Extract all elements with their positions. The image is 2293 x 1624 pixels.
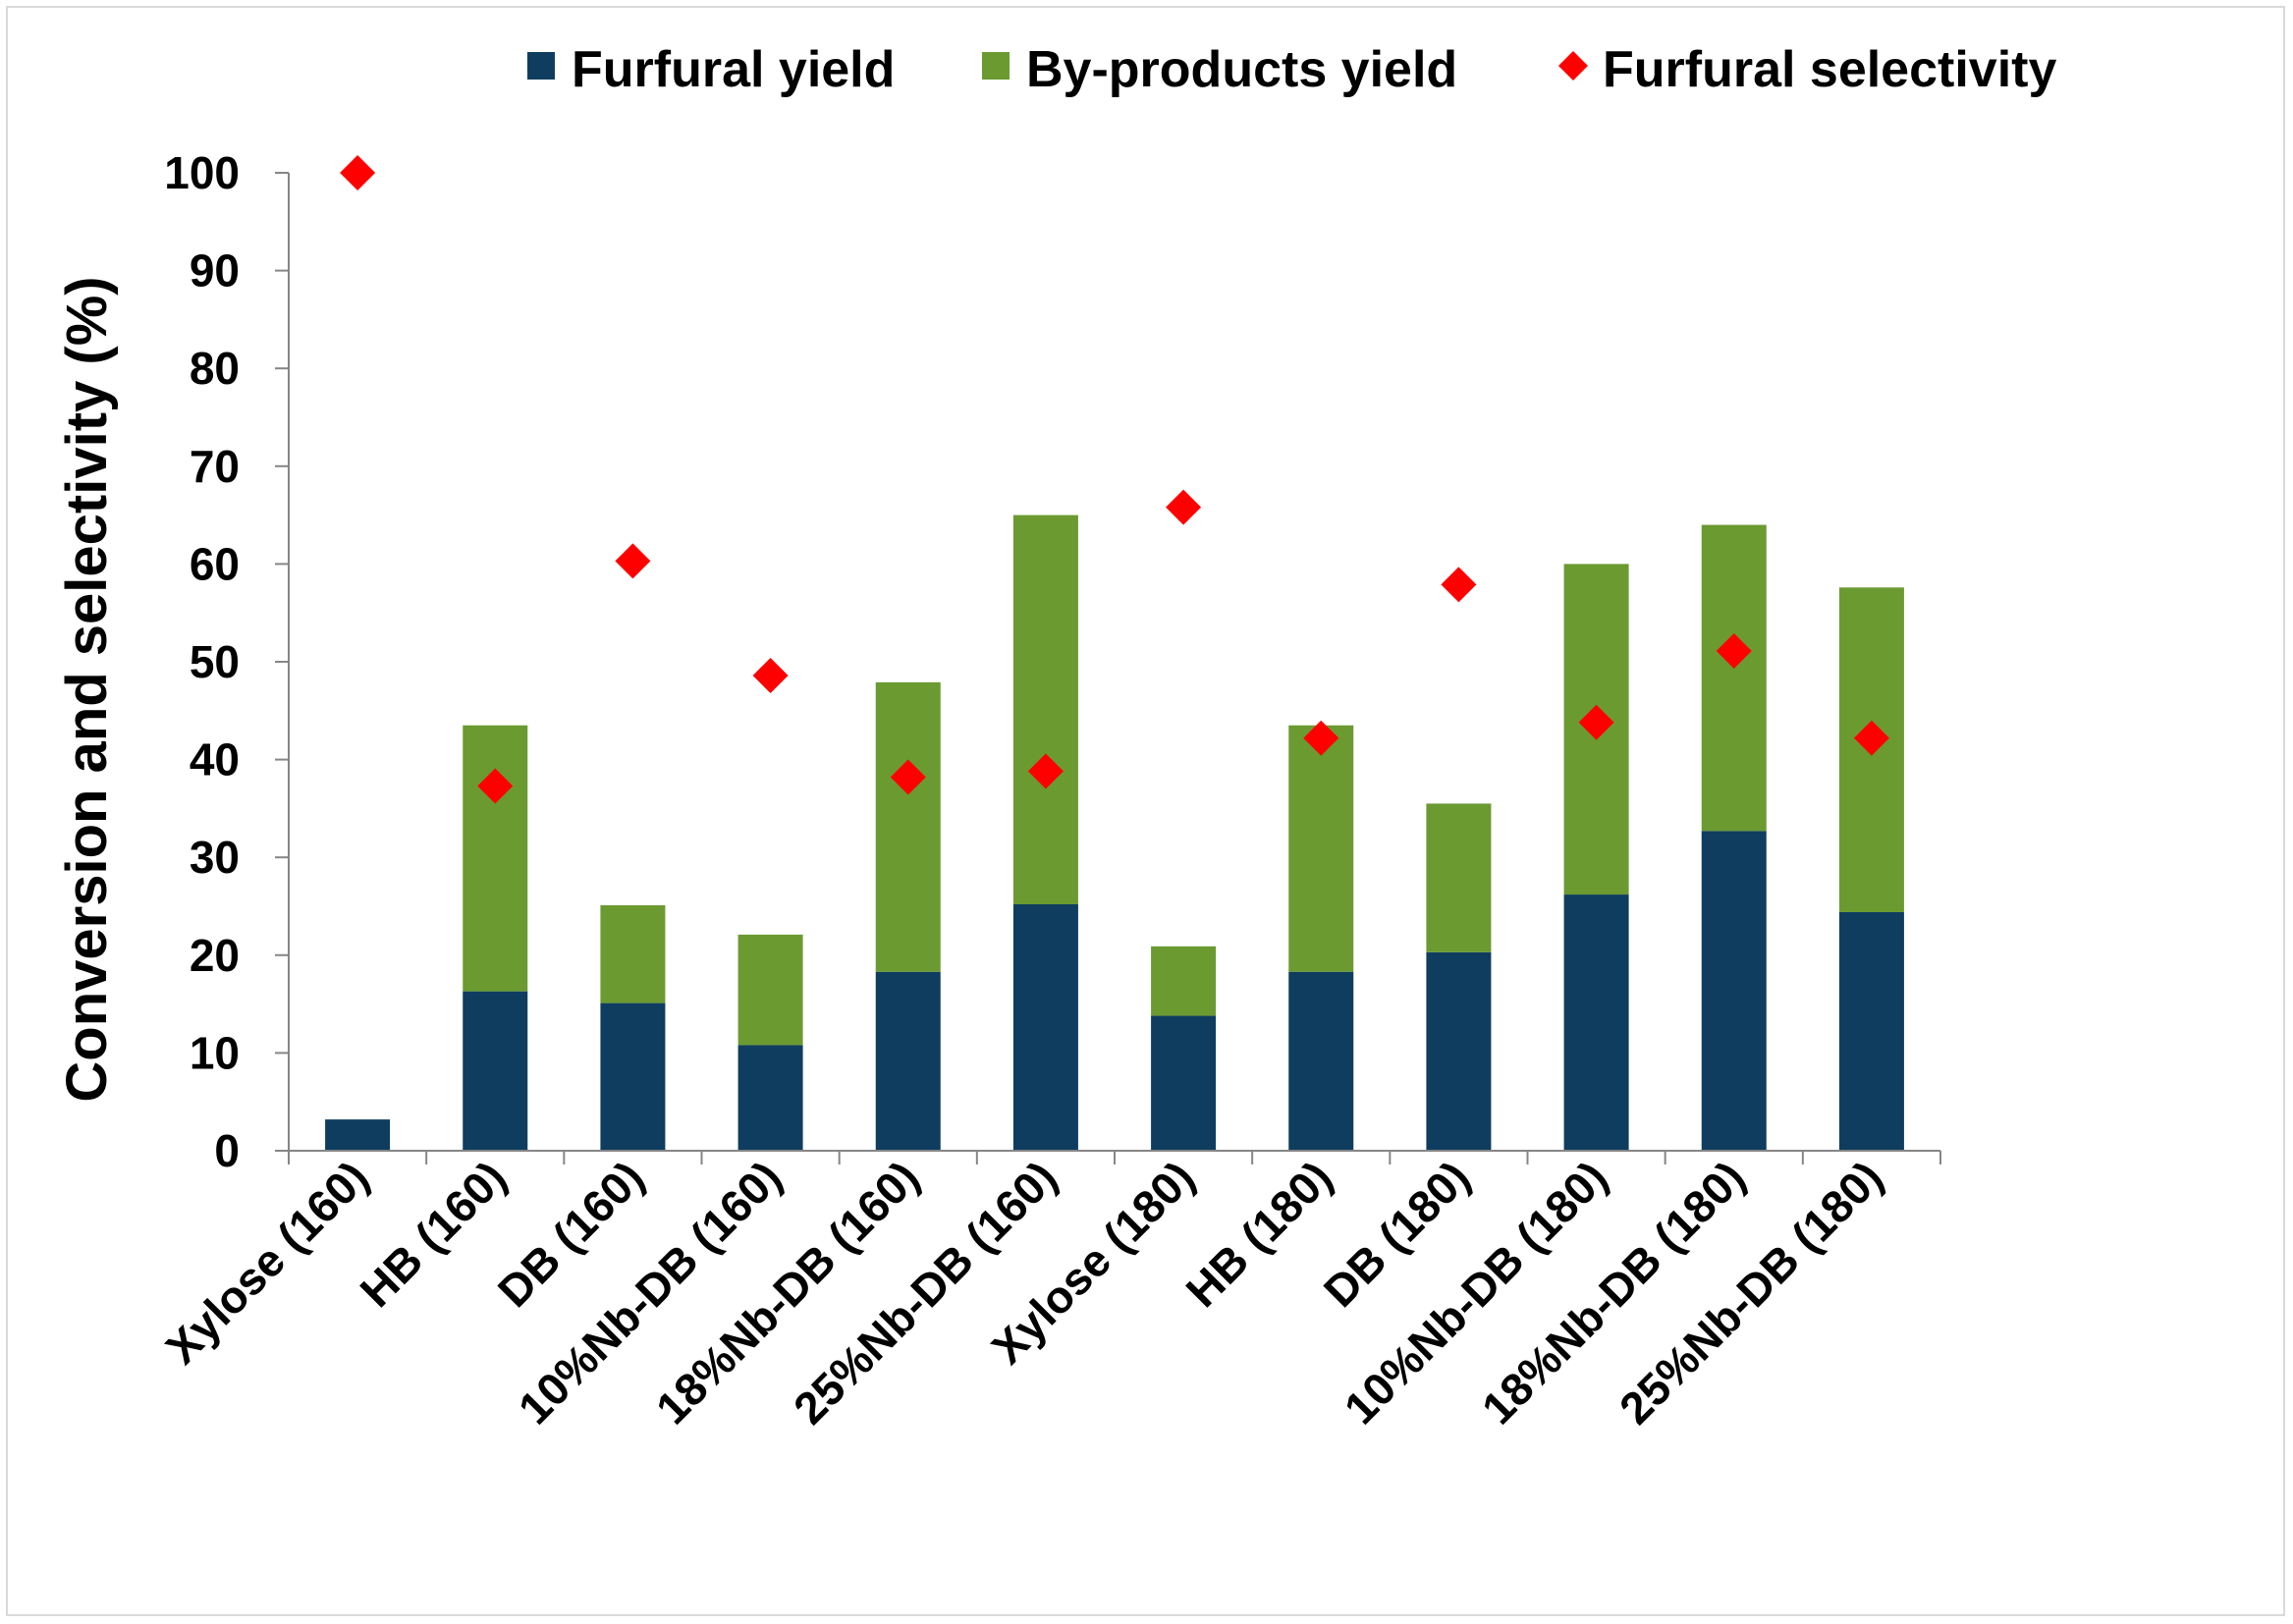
bar-byproducts-yield-25pctnb-db-160 (1012, 514, 1078, 905)
marker-furfural-selectivity-18pctnb-db-160 (890, 759, 926, 795)
bar-furfural-yield-hb-180 (1288, 971, 1354, 1151)
bar-byproducts-yield-18pctnb-db-160 (875, 681, 941, 972)
y-tick-label-10: 10 (190, 1027, 240, 1078)
marker-furfural-selectivity-25pctnb-db-180 (1853, 720, 1889, 756)
x-axis-labels: Xylose (160)HB (160)DB (160)10%Nb-DB (16… (156, 1151, 1892, 1434)
x-tick-label-xylose-160: Xylose (160) (156, 1151, 379, 1374)
legend: Furfural yield By-products yield Furfura… (527, 41, 2056, 98)
x-tick-label-hb-180: HB (180) (1176, 1151, 1342, 1317)
bar-furfural-yield-18pctnb-db-160 (875, 971, 941, 1151)
bar-byproducts-yield-10pctnb-db-160 (737, 934, 803, 1046)
selectivity-markers (340, 155, 1889, 804)
bar-furfural-yield-xylose-180 (1151, 1015, 1217, 1151)
axes (288, 173, 1940, 1152)
bar-byproducts-yield-hb-160 (463, 725, 528, 992)
y-tick-label-40: 40 (190, 734, 240, 785)
bar-byproducts-yield-db-180 (1426, 803, 1492, 952)
y-tick-label-70: 70 (190, 441, 240, 492)
x-axis-ticks (288, 1151, 1941, 1164)
marker-furfural-selectivity-db-160 (615, 543, 651, 579)
chart-frame (6, 6, 2285, 1616)
bar-furfural-yield-10pctnb-db-160 (737, 1045, 803, 1151)
bar-byproducts-yield-xylose-180 (1151, 946, 1217, 1016)
marker-furfural-selectivity-db-180 (1441, 567, 1477, 603)
marker-furfural-selectivity-xylose-180 (1166, 489, 1202, 525)
x-tick-label-18pctnb-db-160: 18%Nb-DB (160) (646, 1151, 929, 1434)
y-tick-label-60: 60 (190, 538, 240, 589)
x-tick-label-18pctnb-db-180: 18%Nb-DB (180) (1472, 1151, 1755, 1434)
x-tick-label-25pctnb-db-180: 25%Nb-DB (180) (1610, 1151, 1892, 1434)
x-tick-label-hb-160: HB (160) (351, 1151, 517, 1317)
legend-swatch-furfural-yield (527, 52, 555, 80)
y-tick-label-90: 90 (190, 245, 240, 297)
marker-furfural-selectivity-xylose-160 (340, 155, 376, 190)
bar-furfural-yield-25pctnb-db-160 (1012, 904, 1078, 1151)
y-axis-ticks: 0 10 20 30 40 50 60 70 80 90 100 (164, 147, 289, 1176)
bar-furfural-yield-xylose-160 (325, 1119, 391, 1151)
y-tick-label-0: 0 (214, 1125, 240, 1176)
x-tick-label-25pctnb-db-160: 25%Nb-DB (160) (784, 1151, 1066, 1434)
marker-furfural-selectivity-hb-160 (477, 768, 514, 804)
marker-furfural-selectivity-hb-180 (1303, 720, 1339, 756)
bar-furfural-yield-db-180 (1426, 951, 1492, 1151)
x-tick-label-10pctnb-db-160: 10%Nb-DB (160) (509, 1151, 792, 1434)
bar-furfural-yield-db-160 (600, 1002, 666, 1151)
bar-byproducts-yield-db-160 (600, 905, 666, 1003)
bar-furfural-yield-hb-160 (463, 991, 528, 1151)
legend-marker-furfural-selectivity (1558, 51, 1588, 81)
marker-furfural-selectivity-18pctnb-db-180 (1716, 633, 1752, 670)
bar-furfural-yield-18pctnb-db-180 (1701, 831, 1767, 1151)
marker-furfural-selectivity-25pctnb-db-160 (1027, 753, 1064, 789)
legend-label-byproducts-yield: By-products yield (1026, 41, 1457, 98)
marker-furfural-selectivity-10pctnb-db-180 (1578, 704, 1614, 740)
y-tick-label-50: 50 (190, 636, 240, 687)
y-tick-label-80: 80 (190, 343, 240, 394)
legend-label-furfural-yield: Furfural yield (572, 41, 895, 98)
x-tick-label-10pctnb-db-180: 10%Nb-DB (180) (1335, 1151, 1617, 1434)
bar-byproducts-yield-hb-180 (1288, 725, 1354, 972)
bar-furfural-yield-25pctnb-db-180 (1838, 911, 1904, 1151)
bar-furfural-yield-10pctnb-db-180 (1563, 894, 1629, 1151)
legend-label-furfural-selectivity: Furfural selectivity (1603, 41, 2056, 98)
legend-swatch-byproducts-yield (982, 52, 1010, 80)
y-tick-label-30: 30 (190, 832, 240, 883)
y-axis-title: Conversion and selectivity (%) (55, 276, 119, 1102)
bar-series (325, 514, 1904, 1151)
marker-furfural-selectivity-10pctnb-db-160 (752, 657, 789, 693)
y-tick-label-20: 20 (190, 930, 240, 981)
bar-byproducts-yield-18pctnb-db-180 (1701, 524, 1767, 832)
y-tick-label-100: 100 (164, 147, 240, 198)
